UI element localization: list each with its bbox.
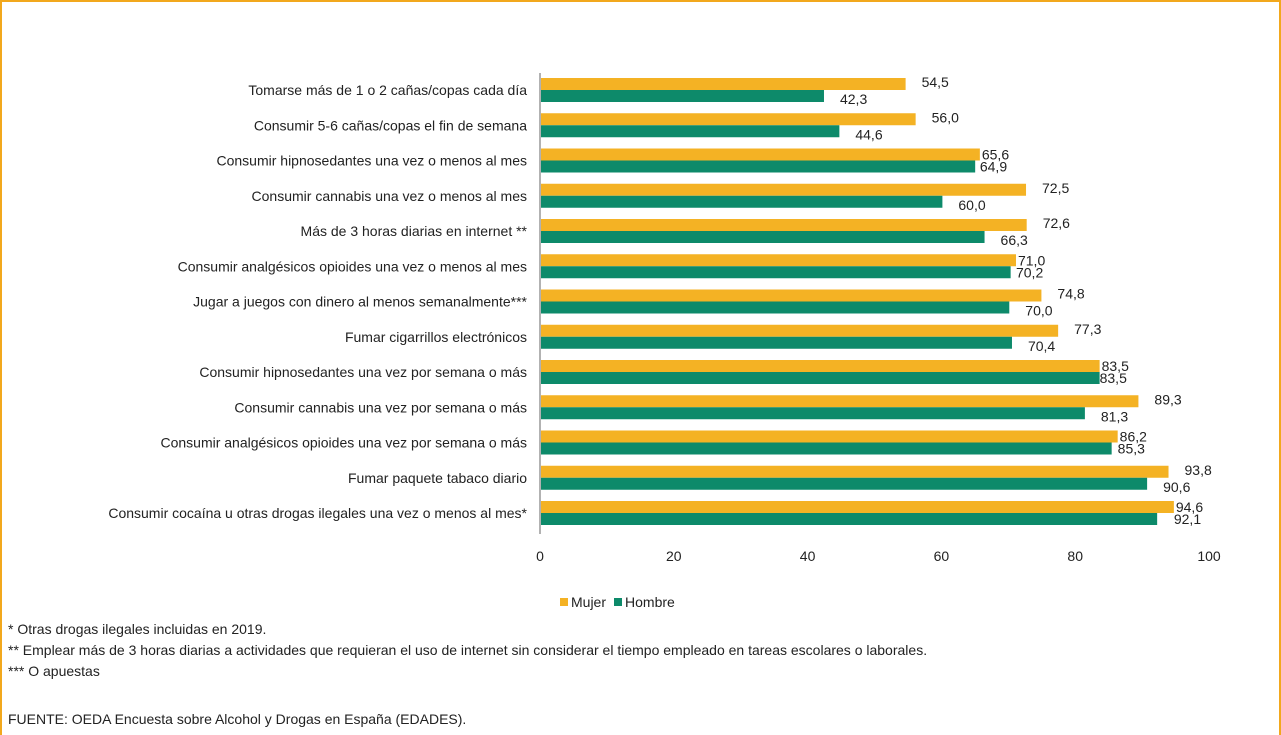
bar-mujer (541, 324, 1059, 337)
value-label-mujer: 93,8 (1185, 462, 1212, 478)
bar-mujer (541, 360, 1100, 372)
bar-hombre (541, 336, 1012, 349)
value-label-hombre: 90,6 (1163, 479, 1190, 495)
category-label: Fumar paquete tabaco diario (348, 470, 527, 486)
category-label: Fumar cigarrillos electrónicos (345, 329, 527, 345)
bar-mujer (541, 113, 916, 126)
bar-hombre (541, 407, 1085, 420)
value-label-hombre: 70,0 (1025, 303, 1052, 319)
value-label-hombre: 81,3 (1101, 408, 1128, 424)
x-tick-label: 40 (800, 548, 816, 564)
category-label: Consumir cannabis una vez o menos al mes (252, 188, 527, 204)
bar-mujer (541, 219, 1027, 231)
value-label-mujer: 83,5 (1102, 358, 1129, 374)
legend-swatch-hombre (614, 598, 623, 606)
bar-mujer (541, 430, 1118, 443)
footnote-3: *** O apuestas (8, 663, 100, 679)
bar-hombre (541, 372, 1100, 384)
x-tick-label: 0 (536, 548, 544, 564)
value-label-hombre: 44,6 (855, 126, 882, 142)
bar-mujer (541, 254, 1016, 267)
category-label: Consumir cannabis una vez por semana o m… (234, 399, 527, 415)
category-label: Consumir analgésicos opioides una vez po… (160, 435, 527, 451)
bar-mujer (541, 183, 1027, 196)
value-label-hombre: 83,5 (1100, 370, 1127, 386)
category-label: Consumir cocaína u otras drogas ilegales… (108, 505, 527, 521)
x-tick-label: 100 (1197, 548, 1221, 564)
value-label-mujer: 74,8 (1057, 286, 1084, 302)
category-label: Consumir hipnosedantes una vez o menos a… (216, 153, 527, 169)
value-label-mujer: 56,0 (932, 109, 959, 125)
bar-hombre (541, 195, 943, 208)
footnote-2: ** Emplear más de 3 horas diarias a acti… (8, 642, 928, 658)
chart-legend: Mujer Hombre (560, 594, 675, 610)
value-label-hombre: 92,1 (1174, 511, 1201, 527)
legend-label-mujer: Mujer (571, 594, 607, 610)
value-label-mujer: 86,2 (1120, 429, 1147, 445)
value-label-hombre: 66,3 (1001, 232, 1028, 248)
bar-hombre (541, 301, 1010, 314)
category-label: Tomarse más de 1 o 2 cañas/copas cada dí… (248, 82, 527, 98)
bar-hombre (541, 125, 840, 138)
bar-hombre (541, 231, 985, 243)
value-label-hombre: 64,9 (980, 159, 1007, 175)
bar-mujer (541, 289, 1042, 302)
footnote-1: * Otras drogas ilegales incluidas en 201… (8, 621, 267, 637)
bar-hombre (541, 90, 824, 102)
legend-item-hombre: Hombre (614, 594, 675, 610)
bar-hombre (541, 160, 976, 173)
value-label-hombre: 70,4 (1028, 338, 1055, 354)
bar-mujer (541, 465, 1169, 478)
bar-mujer (541, 148, 980, 161)
bar-mujer (541, 395, 1139, 408)
bar-hombre (541, 477, 1148, 490)
value-label-mujer: 71,0 (1018, 252, 1045, 268)
category-label: Consumir analgésicos opioides una vez o … (178, 258, 527, 274)
source-note: FUENTE: OEDA Encuesta sobre Alcohol y Dr… (8, 711, 467, 727)
value-label-mujer: 54,5 (922, 74, 949, 90)
value-label-mujer: 65,6 (982, 147, 1009, 163)
category-label: Más de 3 horas diarias en internet ** (301, 223, 528, 239)
value-label-mujer: 72,6 (1043, 215, 1070, 231)
value-label-hombre: 70,2 (1016, 264, 1043, 280)
bar-mujer (541, 501, 1174, 513)
legend-item-mujer: Mujer (560, 594, 606, 610)
value-label-mujer: 89,3 (1154, 391, 1181, 407)
bar-hombre (541, 442, 1112, 455)
value-label-mujer: 77,3 (1074, 321, 1101, 337)
value-label-hombre: 60,0 (958, 197, 985, 213)
category-label: Consumir 5-6 cañas/copas el fin de seman… (254, 117, 527, 133)
x-tick-label: 20 (666, 548, 682, 564)
value-label-hombre: 42,3 (840, 91, 867, 107)
bar-chart: Tomarse más de 1 o 2 cañas/copas cada dí… (108, 73, 1221, 564)
bar-hombre (541, 266, 1011, 279)
value-label-hombre: 85,3 (1118, 441, 1145, 457)
value-label-mujer: 94,6 (1176, 499, 1203, 515)
value-label-mujer: 72,5 (1042, 180, 1069, 196)
footnotes: * Otras drogas ilegales incluidas en 201… (8, 619, 927, 682)
legend-swatch-mujer (560, 598, 568, 606)
x-tick-label: 80 (1067, 548, 1083, 564)
category-label: Consumir hipnosedantes una vez por seman… (199, 364, 527, 380)
x-tick-label: 60 (934, 548, 950, 564)
bar-hombre (541, 513, 1158, 525)
bar-mujer (541, 78, 906, 90)
category-label: Jugar a juegos con dinero al menos seman… (193, 294, 527, 310)
legend-label-hombre: Hombre (625, 594, 675, 610)
